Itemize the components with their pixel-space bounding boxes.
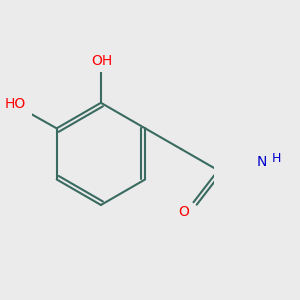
Text: OH: OH: [91, 54, 112, 68]
Text: N: N: [256, 155, 267, 170]
Text: H: H: [272, 152, 281, 165]
Text: HO: HO: [4, 97, 26, 111]
Text: O: O: [178, 205, 189, 219]
